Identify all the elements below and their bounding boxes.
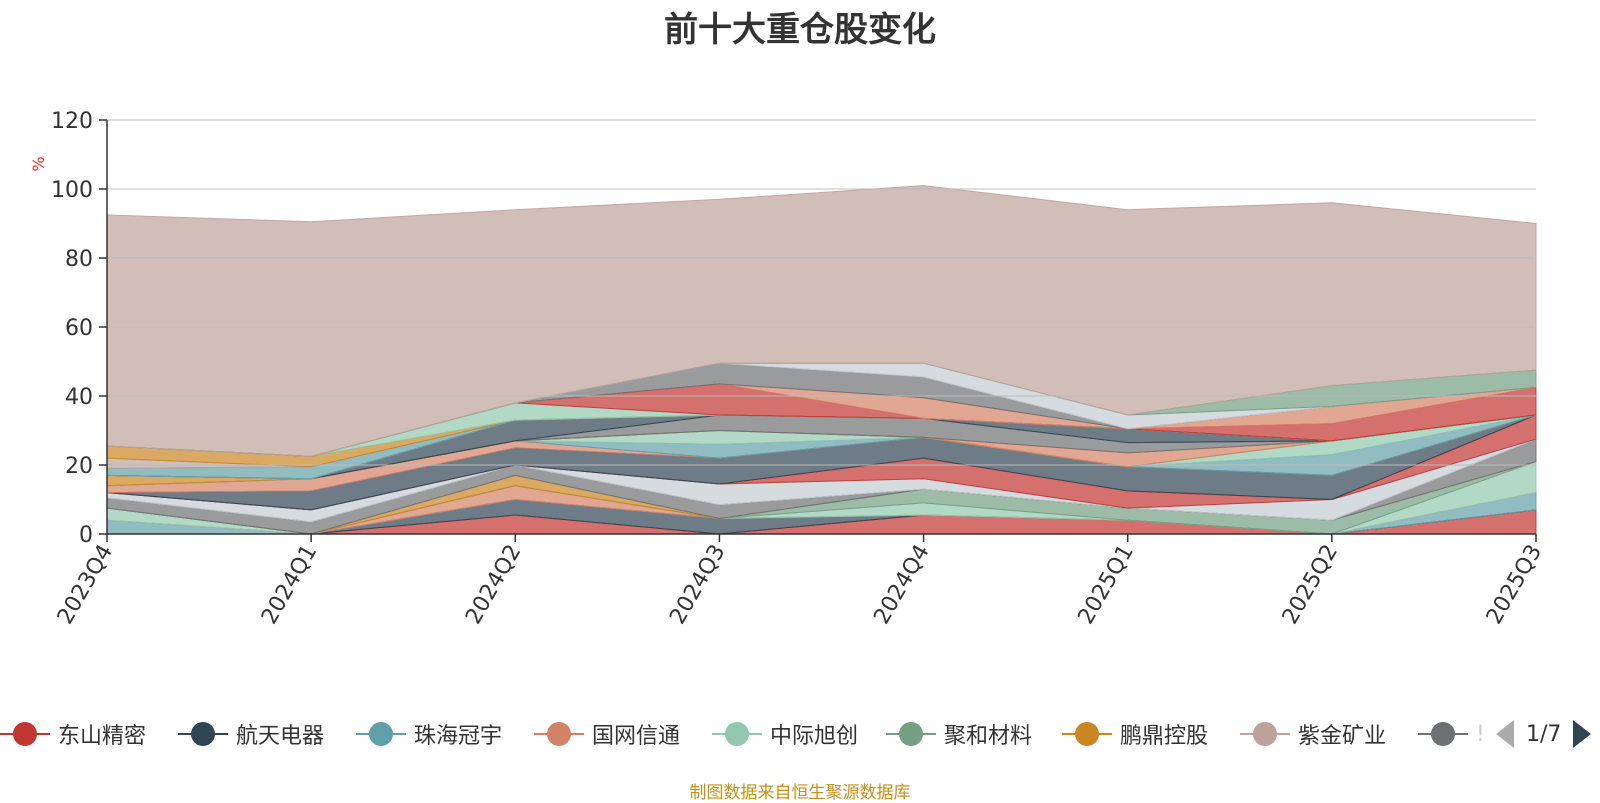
legend-label: 鹏鼎控股 xyxy=(1120,724,1209,749)
legend-item[interactable]: 聚和材料 xyxy=(886,716,1032,752)
y-tick-label: 60 xyxy=(65,316,93,341)
legend-marker-icon xyxy=(712,719,762,749)
x-tick-label: 2023Q4 xyxy=(53,541,118,629)
legend-label: 东山精密 xyxy=(58,724,147,749)
x-tick-label: 2024Q4 xyxy=(869,541,934,629)
legend-label: 国网信通 xyxy=(592,724,681,749)
grid-lines xyxy=(107,119,1536,466)
x-tick-label: 2025Q1 xyxy=(1074,541,1139,629)
legend-marker-icon xyxy=(1062,719,1112,749)
legend-label: 紫金矿业 xyxy=(1298,724,1387,749)
chart-title: 前十大重仓股变化 xyxy=(664,10,936,50)
x-tick-label: 2024Q1 xyxy=(257,541,322,629)
y-tick-label: 80 xyxy=(65,247,93,272)
legend-marker-icon xyxy=(1418,719,1468,749)
legend-item[interactable]: 中际旭创 xyxy=(712,716,858,752)
y-tick-label: 40 xyxy=(65,385,93,410)
legend-item[interactable]: ! xyxy=(1418,716,1486,752)
y-axis-label: % xyxy=(29,156,48,171)
legend-label: ! xyxy=(1476,721,1485,747)
legend-item[interactable]: 国网信通 xyxy=(534,716,680,752)
legend: 东山精密 航天电器 珠海冠宇 国网信通 中际旭创 聚和材料 鹏鼎控股 紫金矿业! xyxy=(0,716,1600,752)
legend-marker-icon xyxy=(1240,719,1290,749)
legend-marker-icon xyxy=(356,719,406,749)
x-tick-label: 2025Q2 xyxy=(1278,541,1343,629)
legend-marker-icon xyxy=(0,719,50,749)
y-tick-label: 20 xyxy=(65,454,93,479)
legend-page-indicator: 1/7 xyxy=(1526,721,1562,747)
y-tick-label: 100 xyxy=(51,178,93,203)
legend-item[interactable]: 紫金矿业 xyxy=(1240,716,1386,752)
x-tick-label: 2024Q2 xyxy=(461,541,526,629)
legend-label: 珠海冠宇 xyxy=(414,724,503,749)
x-axis: 2023Q4 2024Q1 2024Q2 2024Q3 2024Q4 2025Q1 2025… xyxy=(53,533,1547,629)
prev-page-icon[interactable] xyxy=(1496,720,1514,748)
y-axis: 0 20 40 60 80 100 120% xyxy=(29,109,108,548)
x-tick-label: 2024Q3 xyxy=(665,541,730,629)
x-tick-label: 2025Q3 xyxy=(1482,541,1547,629)
legend-item[interactable]: 航天电器 xyxy=(178,716,324,752)
legend-pager: 1/7 xyxy=(1496,716,1600,752)
legend-marker-icon xyxy=(886,719,936,749)
legend-item[interactable]: 珠海冠宇 xyxy=(356,716,502,752)
legend-item[interactable]: 东山精密 xyxy=(0,716,146,752)
plot-areas xyxy=(106,185,1537,535)
legend-marker-icon xyxy=(178,719,228,749)
legend-marker-icon xyxy=(534,719,584,749)
legend-label: 航天电器 xyxy=(236,724,325,749)
y-tick-label: 0 xyxy=(79,523,93,548)
legend-label: 聚和材料 xyxy=(944,724,1033,749)
legend-label: 中际旭创 xyxy=(770,724,859,749)
y-tick-label: 120 xyxy=(51,109,93,134)
area-series-32 xyxy=(106,185,1537,457)
next-page-icon[interactable] xyxy=(1573,720,1592,748)
source-note: 制图数据来自恒生聚源数据库 xyxy=(689,783,911,803)
legend-item[interactable]: 鹏鼎控股 xyxy=(1062,716,1208,752)
